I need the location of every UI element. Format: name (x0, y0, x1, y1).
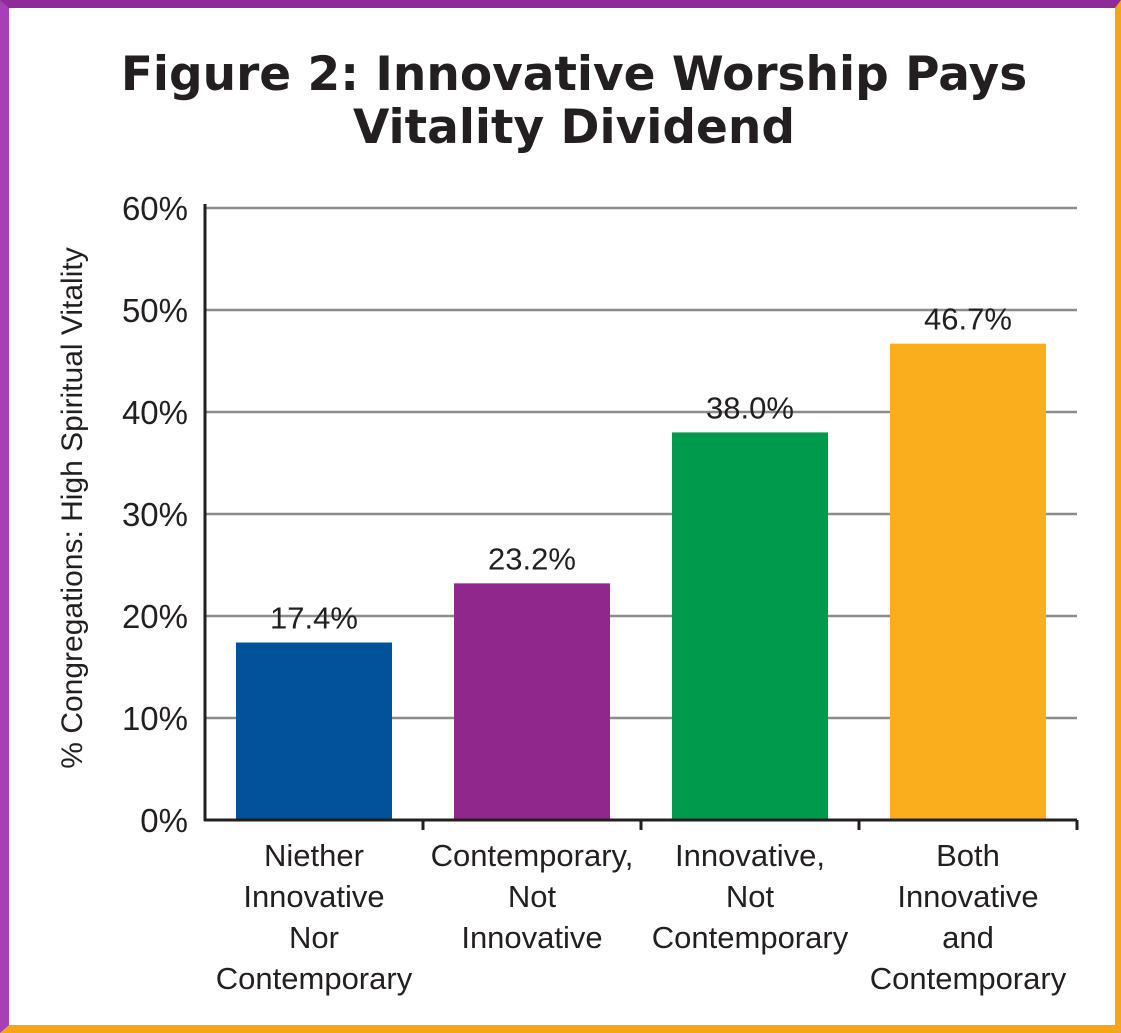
chart-title-line-2: Vitality Dividend (353, 100, 795, 155)
data-label: 23.2% (488, 541, 576, 576)
data-label: 46.7% (924, 302, 1012, 337)
category-label-line: Contemporary (652, 920, 849, 955)
bar (672, 432, 828, 820)
category-labels: Niether Innovative Nor Contemporary Contempo… (216, 838, 1067, 996)
category-label-line: and (942, 920, 994, 955)
data-label: 38.0% (706, 390, 794, 425)
chart-title-line-1: Figure 2: Innovative Worship Pays (121, 47, 1027, 102)
category-label-line: Contemporary (216, 961, 413, 996)
bar (454, 583, 610, 820)
category-label-line: Not (726, 879, 775, 914)
category-label-line: Niether (264, 838, 364, 873)
y-tick-label: 60% (122, 190, 188, 227)
category-label-line: Contemporary (870, 961, 1067, 996)
y-tick-label: 10% (122, 700, 188, 737)
category-label-line: Innovative, (675, 838, 825, 873)
y-tick-label: 40% (122, 394, 188, 431)
chart-title: Figure 2: Innovative Worship PaysVitalit… (121, 47, 1027, 155)
y-tick-label: 0% (140, 802, 188, 839)
y-axis-label: % Congregations: High Spiritual Vitality (56, 247, 89, 768)
y-tick-labels: 0% 10% 20% 30% 40% 50% 60% (122, 190, 188, 839)
axes (203, 204, 1079, 830)
category-label-line: Both (936, 838, 1000, 873)
category-label-line: Not (508, 879, 557, 914)
y-tick-label: 30% (122, 496, 188, 533)
bars (236, 343, 1046, 820)
category-label-line: Nor (289, 920, 339, 955)
category-label-line: Innovative (243, 879, 384, 914)
bar (890, 343, 1046, 820)
y-tick-label: 20% (122, 598, 188, 635)
data-labels: 17.4% 23.2% 38.0% 46.7% (270, 302, 1012, 636)
category-label-line: Innovative (461, 920, 602, 955)
bar (236, 642, 392, 820)
category-label-line: Contemporary, (431, 838, 634, 873)
y-tick-label: 50% (122, 292, 188, 329)
data-label: 17.4% (270, 601, 358, 636)
category-label-line: Innovative (897, 879, 1038, 914)
